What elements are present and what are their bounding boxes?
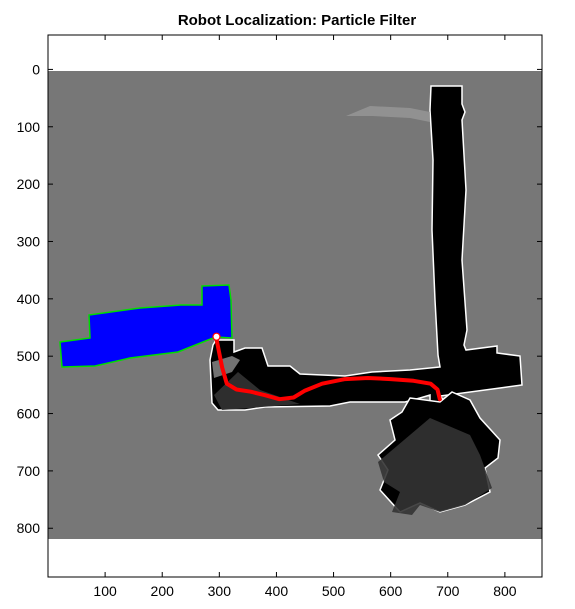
- sensor-fan-upper-right: [346, 106, 430, 122]
- y-tick-label: 800: [17, 520, 41, 536]
- robot-pose-marker: [212, 332, 221, 341]
- chart-title: Robot Localization: Particle Filter: [178, 12, 417, 29]
- x-axis: 100 200 300 400 500 600 700 800: [93, 35, 517, 599]
- x-tick-label: 200: [151, 583, 175, 599]
- x-tick-label: 600: [379, 583, 403, 599]
- y-tick-label: 700: [17, 463, 41, 479]
- plot-area: [47, 34, 543, 578]
- axes-frame: [47, 34, 543, 578]
- laser-scan-rays: [59, 284, 233, 368]
- y-tick-label: 500: [17, 348, 41, 364]
- x-tick-label: 500: [322, 583, 346, 599]
- x-tick-label: 300: [208, 583, 232, 599]
- occupancy-map: [48, 71, 542, 539]
- free-space-vertical-corridor: [209, 85, 523, 411]
- y-tick-label: 200: [17, 176, 41, 192]
- y-tick-label: 300: [17, 233, 41, 249]
- y-tick-label: 600: [17, 406, 41, 422]
- y-tick-label: 400: [17, 291, 41, 307]
- x-tick-label: 700: [436, 583, 460, 599]
- x-tick-label: 400: [265, 583, 289, 599]
- sensor-fan-lower-room: [378, 418, 492, 515]
- x-tick-label: 800: [493, 583, 517, 599]
- x-tick-label: 100: [93, 583, 117, 599]
- robot-path-line: [214, 337, 442, 402]
- y-axis: 0 100 200 300 400 500 600 700 800: [17, 61, 542, 536]
- y-tick-label: 100: [17, 119, 41, 135]
- y-tick-label: 0: [32, 61, 40, 77]
